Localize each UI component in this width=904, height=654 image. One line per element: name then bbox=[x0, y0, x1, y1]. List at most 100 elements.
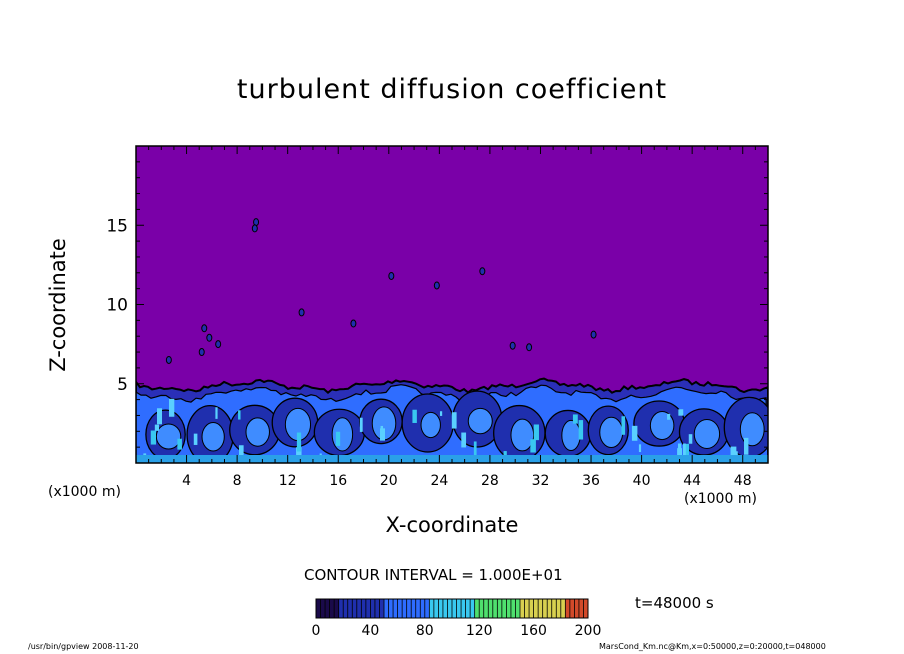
colorbar-segment bbox=[461, 599, 466, 618]
y-tick-label: 15 bbox=[106, 216, 128, 236]
turbulent-streak bbox=[439, 411, 443, 416]
turbulent-streak bbox=[238, 445, 244, 463]
turbulent-streak bbox=[572, 414, 578, 424]
colorbar-segment bbox=[424, 599, 430, 618]
turbulent-cell-core bbox=[467, 407, 493, 435]
colorbar-segment bbox=[433, 599, 439, 618]
colorbar-segment bbox=[442, 599, 448, 618]
x-tick-label: 36 bbox=[582, 473, 600, 489]
colorbar-segment bbox=[497, 599, 502, 618]
y-axis-label: Z-coordinate bbox=[46, 238, 70, 372]
colorbar-segment bbox=[379, 599, 384, 618]
turbulent-streak bbox=[412, 409, 417, 423]
turbulent-cell-core bbox=[420, 411, 441, 439]
contour-speck bbox=[509, 341, 516, 350]
x-tick-label: 40 bbox=[633, 473, 651, 489]
turbulent-streak bbox=[631, 425, 638, 441]
x-axis-label: X-coordinate bbox=[0, 513, 904, 537]
colorbar-segment bbox=[415, 599, 421, 618]
contour-specks bbox=[165, 218, 597, 364]
colorbar-segment bbox=[465, 599, 471, 618]
colorbar-segment bbox=[583, 599, 588, 618]
colorbar-segment bbox=[370, 599, 375, 618]
colorbar-segment bbox=[488, 599, 493, 618]
colorbar-frame bbox=[315, 598, 589, 619]
x-tick-label: 28 bbox=[481, 473, 499, 489]
colorbar-segment bbox=[406, 599, 412, 618]
colorbar-segment bbox=[520, 599, 525, 618]
turbulent-streak bbox=[451, 412, 457, 429]
turbulent-streak bbox=[238, 410, 241, 420]
colorbar-segment bbox=[420, 599, 425, 618]
contour-speck bbox=[201, 324, 208, 333]
contour-speck bbox=[251, 224, 258, 233]
x-tick-label: 24 bbox=[430, 473, 448, 489]
colorbar-segment bbox=[456, 599, 462, 618]
contour-speck bbox=[526, 343, 533, 352]
turbulent-streak bbox=[530, 439, 536, 453]
colorbar-segment bbox=[560, 599, 566, 618]
x-axis: 4 8 12 16 20 24 28 32 36 40 44 48 bbox=[148, 146, 756, 489]
colorbar-segment bbox=[329, 599, 335, 618]
turbulent-cell-core bbox=[245, 417, 270, 447]
colorbar-segment bbox=[529, 599, 534, 618]
x-tick-label: 4 bbox=[182, 473, 191, 489]
x-axis-unit: (x1000 m) bbox=[684, 491, 757, 507]
colorbar: 0 40 80 120 160 200 bbox=[312, 598, 602, 639]
time-label: t=48000 s bbox=[635, 594, 714, 612]
x-tick-label: 48 bbox=[734, 473, 752, 489]
colorbar-segment bbox=[347, 599, 353, 618]
contour-speck bbox=[298, 308, 305, 317]
x-tick-label: 12 bbox=[279, 473, 297, 489]
y-axis-unit: (x1000 m) bbox=[48, 484, 121, 500]
colorbar-segment bbox=[338, 599, 344, 618]
colorbar-segment bbox=[402, 599, 407, 618]
colorbar-segment bbox=[574, 599, 579, 618]
turbulent-streak bbox=[682, 443, 686, 457]
turbulent-streak bbox=[168, 398, 175, 417]
contour-speck bbox=[479, 267, 486, 276]
contour-speck bbox=[388, 271, 395, 280]
turbulent-streak bbox=[677, 448, 683, 461]
turbulent-cell-core bbox=[201, 422, 225, 452]
colorbar-segment bbox=[411, 599, 416, 618]
turbulent-streak bbox=[578, 420, 584, 440]
turbulent-cell-core bbox=[331, 417, 354, 452]
colorbar-segment bbox=[551, 599, 557, 618]
colorbar-segment bbox=[397, 599, 403, 618]
turbulent-cell-core bbox=[599, 416, 624, 449]
colorbar-segment bbox=[384, 599, 389, 618]
colorbar-segment bbox=[501, 599, 507, 618]
colorbar-segment bbox=[483, 599, 489, 618]
colorbar-segment bbox=[393, 599, 398, 618]
colorbar-tick-label: 120 bbox=[466, 623, 493, 639]
contour-speck bbox=[590, 330, 597, 339]
x-axis-label-text: X-coordinate bbox=[385, 513, 519, 537]
colorbar-tick-label: 80 bbox=[416, 623, 434, 639]
turbulent-cell-core bbox=[693, 418, 721, 449]
y-tick-label: 5 bbox=[117, 375, 128, 395]
colorbar-segment bbox=[479, 599, 484, 618]
colorbar-segment bbox=[352, 599, 357, 618]
colorbar-tick-label: 0 bbox=[312, 623, 321, 639]
colorbar-segment bbox=[388, 599, 394, 618]
y-axis: 5 10 15 bbox=[106, 161, 768, 448]
turbulent-streak bbox=[461, 432, 467, 448]
colorbar-segment bbox=[538, 599, 543, 618]
turbulent-streak bbox=[193, 433, 198, 445]
colorbar-tick-label: 200 bbox=[575, 623, 602, 639]
colorbar-segment bbox=[438, 599, 443, 618]
contour-speck bbox=[433, 281, 440, 290]
colorbar-segment bbox=[343, 599, 348, 618]
turbulent-layer bbox=[136, 377, 768, 463]
colorbar-segment bbox=[547, 599, 552, 618]
colorbar-tick-label: 40 bbox=[361, 623, 379, 639]
colorbar-segment bbox=[492, 599, 498, 618]
colorbar-segment bbox=[470, 599, 475, 618]
turbulent-streak bbox=[621, 416, 626, 435]
turbulent-streak bbox=[154, 424, 160, 431]
colorbar-segment bbox=[356, 599, 362, 618]
colorbar-segment bbox=[429, 599, 434, 618]
turbulent-cell-core bbox=[561, 419, 581, 451]
turbulent-streak bbox=[379, 428, 385, 441]
